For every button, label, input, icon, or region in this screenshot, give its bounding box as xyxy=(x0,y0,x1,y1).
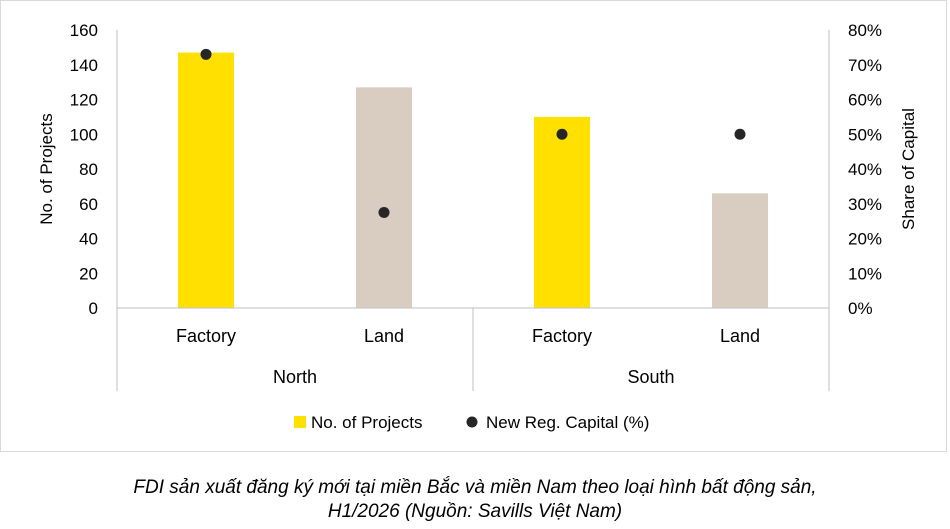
x-group-label: North xyxy=(273,367,317,387)
chart-caption: FDI sản xuất đăng ký mới tại miền Bắc và… xyxy=(0,476,950,524)
combo-chart: 0 20 40 60 80 100 120 140 160 0% 10% 20% 30% 40% 50% 60… xyxy=(37,21,918,432)
y-tick-label: 140 xyxy=(70,56,98,75)
y2-tick-label: 60% xyxy=(848,91,882,110)
y2-tick-label: 30% xyxy=(848,195,882,214)
chart-frame: 0 20 40 60 80 100 120 140 160 0% 10% 20% 30% 40% 50% 60… xyxy=(0,0,947,452)
y-tick-label: 100 xyxy=(70,125,98,144)
bar-factory-0 xyxy=(178,52,234,309)
y-tick-label: 120 xyxy=(70,91,98,110)
y-axis-title: No. of Projects xyxy=(37,113,56,225)
legend-label-capital: New Reg. Capital (%) xyxy=(486,413,649,432)
y-tick-label: 0 xyxy=(89,299,98,318)
bar-land-1 xyxy=(356,87,412,309)
legend-marker-capital xyxy=(466,416,478,428)
caption-line-1: FDI sản xuất đăng ký mới tại miền Bắc và… xyxy=(133,477,817,498)
y2-tick-label: 10% xyxy=(848,264,882,283)
y2-tick-label: 50% xyxy=(848,125,882,144)
legend-label-projects: No. of Projects xyxy=(311,413,423,432)
capital-share-point xyxy=(556,128,568,140)
y2-tick-label: 0% xyxy=(848,299,873,318)
x-category-label: Land xyxy=(364,326,404,346)
y-tick-label: 40 xyxy=(79,230,98,249)
y2-axis-title: Share of Capital xyxy=(899,108,918,230)
capital-share-point xyxy=(734,128,746,140)
capital-share-point xyxy=(378,206,390,218)
y-tick-label: 60 xyxy=(79,195,98,214)
x-category-label: Factory xyxy=(176,326,236,346)
y2-tick-label: 80% xyxy=(848,21,882,40)
y-tick-label: 20 xyxy=(79,264,98,283)
x-category-label: Land xyxy=(720,326,760,346)
y2-tick-label: 70% xyxy=(848,56,882,75)
y2-tick-label: 40% xyxy=(848,160,882,179)
capital-share-point xyxy=(200,48,212,60)
caption-line-2: H1/2026 (Nguồn: Savills Việt Nam) xyxy=(327,501,623,522)
y-tick-label: 80 xyxy=(79,160,98,179)
x-group-label: South xyxy=(627,367,674,387)
legend-swatch-projects xyxy=(294,416,306,428)
bar-land-3 xyxy=(712,193,768,308)
bar-factory-2 xyxy=(534,116,590,308)
x-category-label: Factory xyxy=(532,326,592,346)
y-tick-label: 160 xyxy=(70,21,98,40)
y2-tick-label: 20% xyxy=(848,230,882,249)
